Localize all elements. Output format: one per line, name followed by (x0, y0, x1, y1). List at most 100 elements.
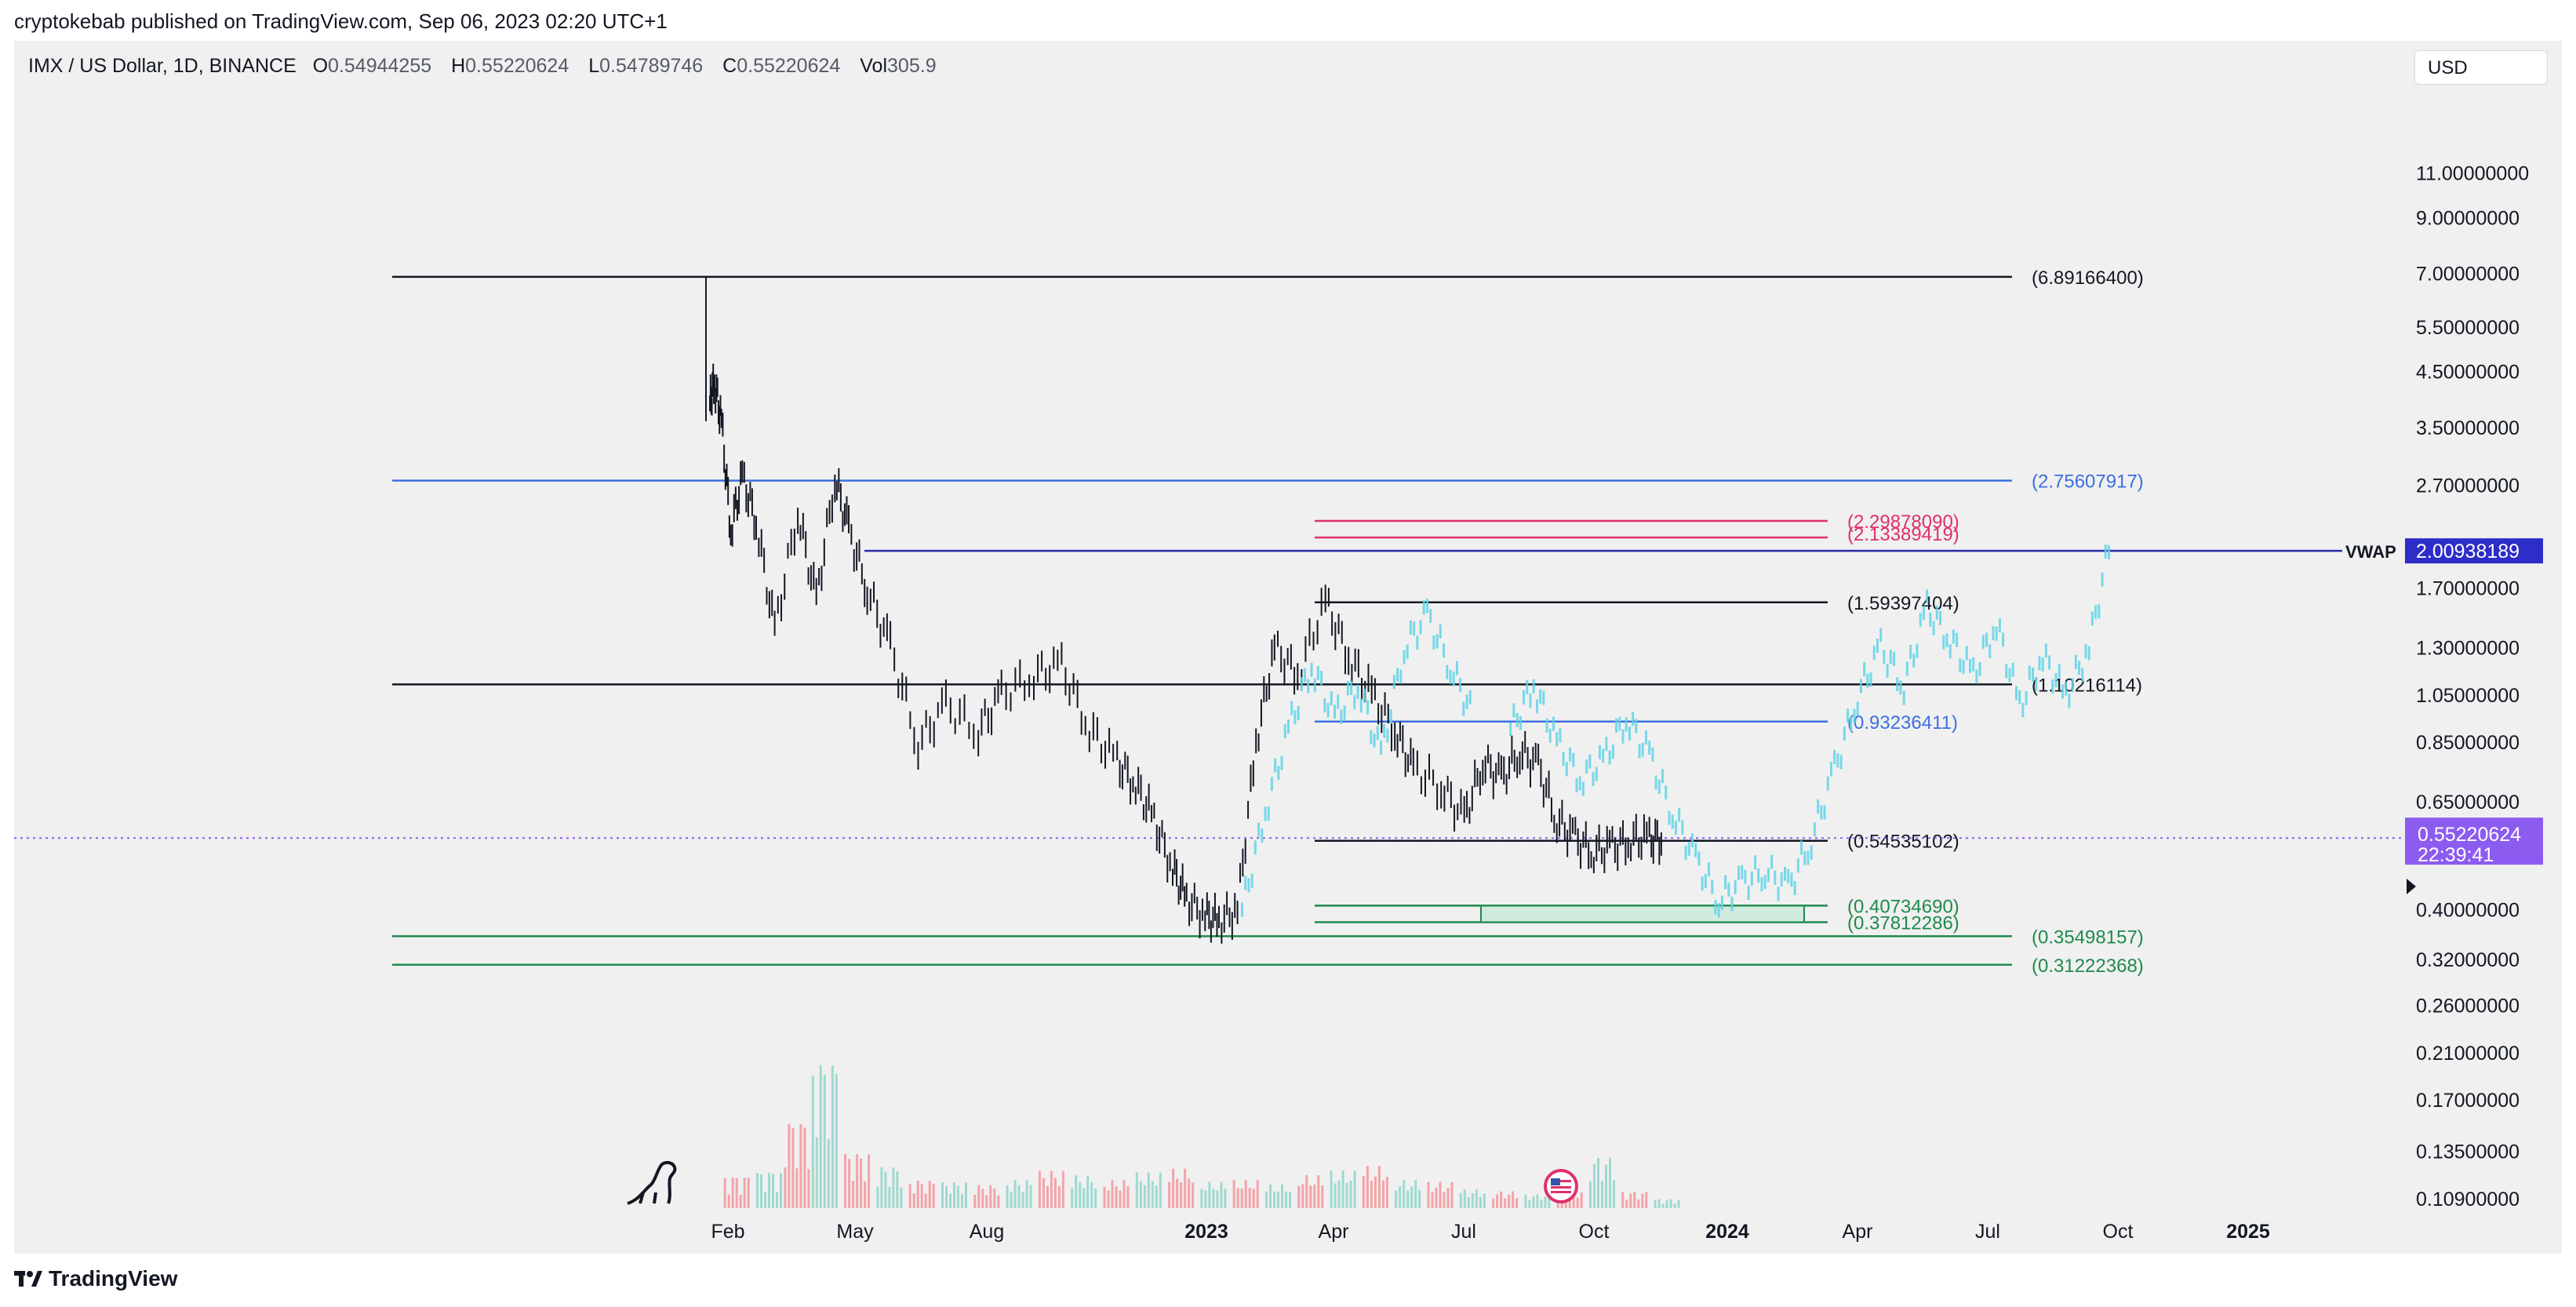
volume-bar (1459, 1192, 1462, 1208)
volume-bar (1677, 1200, 1680, 1208)
volume-bar (844, 1153, 847, 1208)
current-price-value: 0.55220624 (2418, 824, 2521, 846)
volume-bar (1159, 1172, 1162, 1208)
volume-bar (941, 1182, 944, 1208)
volume-bar (784, 1167, 787, 1208)
accumulation-zone[interactable] (1480, 905, 1805, 923)
volume-bar (1669, 1199, 1672, 1208)
volume-bar (1410, 1186, 1414, 1208)
volume-bar (1188, 1178, 1191, 1208)
volume-bar (1115, 1186, 1118, 1208)
volume-bar (1236, 1188, 1239, 1208)
volume-bar (747, 1178, 750, 1208)
volume-bar (1305, 1175, 1308, 1208)
volume-bar (811, 1076, 814, 1208)
volume-bar (1399, 1186, 1402, 1208)
volume-bar (953, 1182, 955, 1208)
y-tick-label: 11.00000000 (2416, 162, 2529, 184)
volume-bar (1021, 1192, 1024, 1208)
volume-bar (760, 1174, 762, 1208)
price-chart[interactable]: (6.89166400) (2.75607917) (2.29878090)(2.1… (0, 0, 2576, 1263)
volume-bar (1006, 1185, 1009, 1208)
volume-bar (1443, 1192, 1446, 1208)
volume-bar (1353, 1170, 1356, 1208)
volume-bar (1050, 1170, 1053, 1208)
volume-bar (924, 1193, 927, 1208)
volume-bar (1508, 1194, 1511, 1208)
volume-bar (1224, 1189, 1227, 1208)
low-value: 0.54789746 (599, 55, 704, 77)
volume-bar (1374, 1176, 1377, 1208)
volume-bar (807, 1169, 810, 1208)
level-label: (2.75607917) (2032, 471, 2144, 493)
level-label: (2.13389419) (1847, 524, 1959, 545)
volume-bar (1572, 1189, 1575, 1208)
volume-bar (1216, 1190, 1219, 1208)
volume-bar (1017, 1185, 1021, 1208)
volume-bar (1103, 1186, 1106, 1208)
volume-bar (1244, 1180, 1247, 1208)
volume-bar (1147, 1172, 1150, 1208)
volume-bar (1593, 1163, 1595, 1208)
volume-bar (795, 1168, 799, 1208)
volume-bar (1176, 1178, 1179, 1208)
volume-bar (819, 1065, 822, 1208)
volume-bar (1180, 1181, 1183, 1208)
volume-bar (860, 1158, 863, 1208)
volume-bar (1297, 1185, 1301, 1208)
level-label: (2.29878090) (1847, 512, 1959, 533)
volume-bar (1301, 1184, 1304, 1208)
x-tick-label: 2024 (1705, 1221, 1749, 1243)
volume-bar (1248, 1188, 1251, 1208)
volume-bar (1192, 1182, 1195, 1208)
volume-bars (723, 1065, 1680, 1208)
volume-bar (1042, 1178, 1045, 1208)
y-tick-label: 0.32000000 (2416, 949, 2520, 971)
volume-value: 305.9 (887, 55, 937, 77)
volume-bar (1349, 1181, 1352, 1208)
volume-bar (1601, 1181, 1603, 1208)
volume-bar (1046, 1185, 1049, 1208)
volume-bar (780, 1173, 782, 1208)
symbol-label[interactable]: IMX / US Dollar, 1D, BINANCE (28, 55, 297, 77)
volume-bar (768, 1173, 770, 1208)
level-label: (0.37812286) (1847, 913, 1959, 934)
volume-bar (1029, 1185, 1032, 1208)
volume-bar (1377, 1166, 1381, 1208)
currency-button[interactable]: USD (2414, 50, 2548, 85)
low-label: L (588, 55, 600, 77)
volume-bar (1463, 1189, 1466, 1208)
x-tick-label: Apr (1843, 1221, 1873, 1243)
chart-area[interactable] (14, 41, 2562, 1254)
volume-bar (1536, 1194, 1539, 1208)
volume-bar (1605, 1164, 1607, 1208)
volume-bar (1345, 1182, 1348, 1208)
footer-brand[interactable]: TradingView (14, 1266, 177, 1291)
x-tick-label: Apr (1319, 1221, 1349, 1243)
volume-bar (985, 1195, 988, 1208)
level-label: (0.31222368) (2032, 956, 2144, 977)
volume-bar (803, 1127, 806, 1208)
volume-bar (1079, 1182, 1082, 1208)
ohlc-legend: IMX / US Dollar, 1D, BINANCE O0.54944255… (28, 55, 951, 78)
level-label: (0.35498157) (2032, 927, 2144, 948)
vwap-price-value: 2.00938189 (2416, 541, 2520, 562)
tradingview-logo-icon (14, 1271, 42, 1287)
volume-bar (1515, 1198, 1519, 1208)
volume-bar (1094, 1189, 1097, 1208)
volume-bar (1439, 1181, 1442, 1208)
volume-bar (1265, 1191, 1268, 1208)
volume-bar (1427, 1181, 1430, 1208)
volume-bar (856, 1154, 859, 1208)
open-label: O (312, 55, 329, 77)
us-flag-icon[interactable] (1544, 1169, 1578, 1203)
volume-bar (868, 1154, 871, 1208)
level-label: (0.40734690) (1847, 896, 1959, 917)
volume-bar (1385, 1176, 1388, 1208)
volume-bar (1172, 1168, 1175, 1208)
x-tick-label: Feb (711, 1221, 744, 1243)
y-tick-label: 5.50000000 (2416, 317, 2520, 339)
volume-bar (1269, 1185, 1272, 1208)
volume-bar (1580, 1192, 1583, 1208)
volume-bar (1252, 1189, 1255, 1208)
